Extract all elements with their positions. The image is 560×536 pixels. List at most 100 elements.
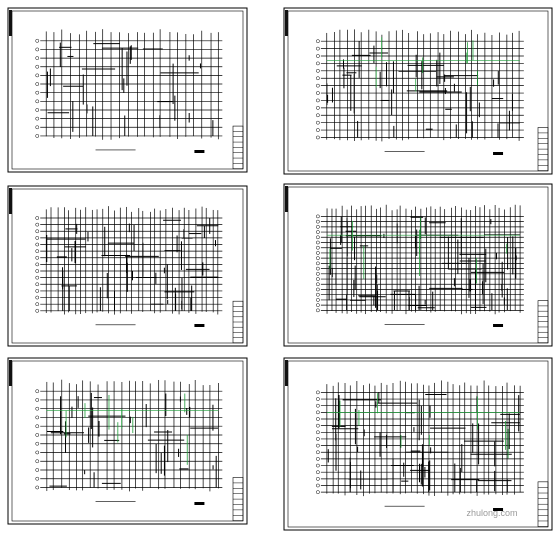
axis-bubble: [316, 390, 320, 395]
axis-bubble: [316, 261, 320, 266]
sheet-tab: [285, 360, 288, 386]
axis-bubble: [316, 271, 320, 276]
axis-bubble: [316, 76, 320, 81]
axis-bubble: [316, 230, 320, 234]
axis-bubble: [316, 490, 320, 495]
sheet-frame: [287, 10, 549, 172]
axis-bubble: [316, 91, 320, 95]
axis-bubble: [35, 99, 40, 104]
axis-bubble: [35, 398, 40, 402]
axis-bubble: [316, 470, 320, 475]
axis-bubble: [316, 224, 320, 229]
axis-bubble: [316, 266, 320, 271]
axis-bubble: [316, 463, 320, 468]
axis-bubble: [316, 417, 320, 421]
axis-bubble: [316, 403, 320, 408]
axis-bubble: [316, 113, 320, 118]
axis-bubble: [316, 68, 320, 73]
axis-bubble: [316, 397, 320, 401]
axis-bubble: [316, 303, 320, 307]
drawing-sheet: [7, 357, 248, 525]
axis-bubble: [316, 308, 320, 313]
axis-bubble: [35, 249, 40, 253]
axis-bubble: [316, 61, 320, 66]
drawing-sheet: [283, 7, 553, 175]
note: [493, 508, 504, 511]
axis-bubble: [316, 443, 320, 448]
axis-bubble: [35, 242, 40, 247]
axis-bubble: [316, 256, 320, 261]
watermark: zhulong.com: [466, 508, 517, 518]
axis-bubble: [35, 302, 40, 307]
axis-bubble: [316, 135, 320, 140]
sheet-border: [283, 357, 553, 531]
sheet-frame: [11, 10, 244, 170]
sheet-tab: [285, 186, 288, 212]
sheet-frame: [11, 360, 244, 522]
axis-bubble: [316, 457, 320, 461]
axis-bubble: [35, 476, 40, 481]
axis-bubble: [316, 292, 320, 297]
axis-bubble: [316, 245, 320, 250]
axis-bubble: [316, 277, 320, 281]
note: [194, 324, 205, 327]
axis-bubble: [35, 269, 40, 273]
axis-bubble: [35, 134, 40, 138]
drawing-sheet: [283, 183, 553, 347]
axis-bubble: [316, 214, 320, 219]
axis-bubble: [35, 82, 40, 86]
drawing-sheet: [7, 7, 248, 173]
sheet-tab: [9, 10, 12, 36]
axis-bubble: [35, 433, 40, 437]
note: [493, 152, 504, 155]
axis-bubble: [35, 255, 40, 260]
axis-bubble: [35, 424, 40, 429]
sheet-tab: [9, 360, 12, 386]
axis-bubble: [316, 128, 320, 132]
axis-bubble: [35, 289, 40, 293]
axis-bubble: [316, 39, 320, 44]
drawing-sheet: [7, 185, 248, 347]
axis-bubble: [316, 46, 320, 51]
sheet-tab: [9, 188, 12, 214]
axis-bubble: [35, 468, 40, 472]
axis-bubble: [35, 47, 40, 52]
axis-bubble: [316, 430, 320, 435]
axis-bubble: [35, 73, 40, 78]
axis-bubble: [35, 450, 40, 455]
axis-bubble: [35, 236, 40, 240]
sheet-frame: [287, 186, 549, 344]
axis-bubble: [316, 287, 320, 292]
note: [194, 150, 205, 153]
axis-bubble: [35, 441, 40, 446]
axis-bubble: [316, 54, 320, 58]
axis-bubble: [35, 275, 40, 280]
axis-bubble: [316, 240, 320, 245]
axis-bubble: [35, 108, 40, 112]
axis-bubble: [35, 308, 40, 313]
axis-bubble: [316, 423, 320, 428]
sheet-frame: [11, 188, 244, 344]
axis-bubble: [316, 410, 320, 415]
axis-bubble: [35, 56, 40, 60]
sheet-frame: [287, 360, 549, 528]
axis-bubble: [35, 229, 40, 234]
axis-bubble: [316, 98, 320, 103]
axis-bubble: [35, 262, 40, 267]
drawing-sheet: [283, 357, 553, 531]
axis-bubble: [316, 483, 320, 488]
axis-bubble: [35, 38, 40, 43]
axis-bubble: [35, 116, 40, 121]
axis-bubble: [35, 406, 40, 411]
axis-bubble: [316, 282, 320, 287]
axis-bubble: [316, 298, 320, 302]
axis-bubble: [316, 219, 320, 224]
axis-bubble: [35, 295, 40, 300]
axis-bubble: [316, 120, 320, 125]
axis-bubble: [316, 106, 320, 110]
axis-bubble: [316, 83, 320, 88]
axis-bubble: [35, 282, 40, 287]
note: [493, 324, 504, 327]
